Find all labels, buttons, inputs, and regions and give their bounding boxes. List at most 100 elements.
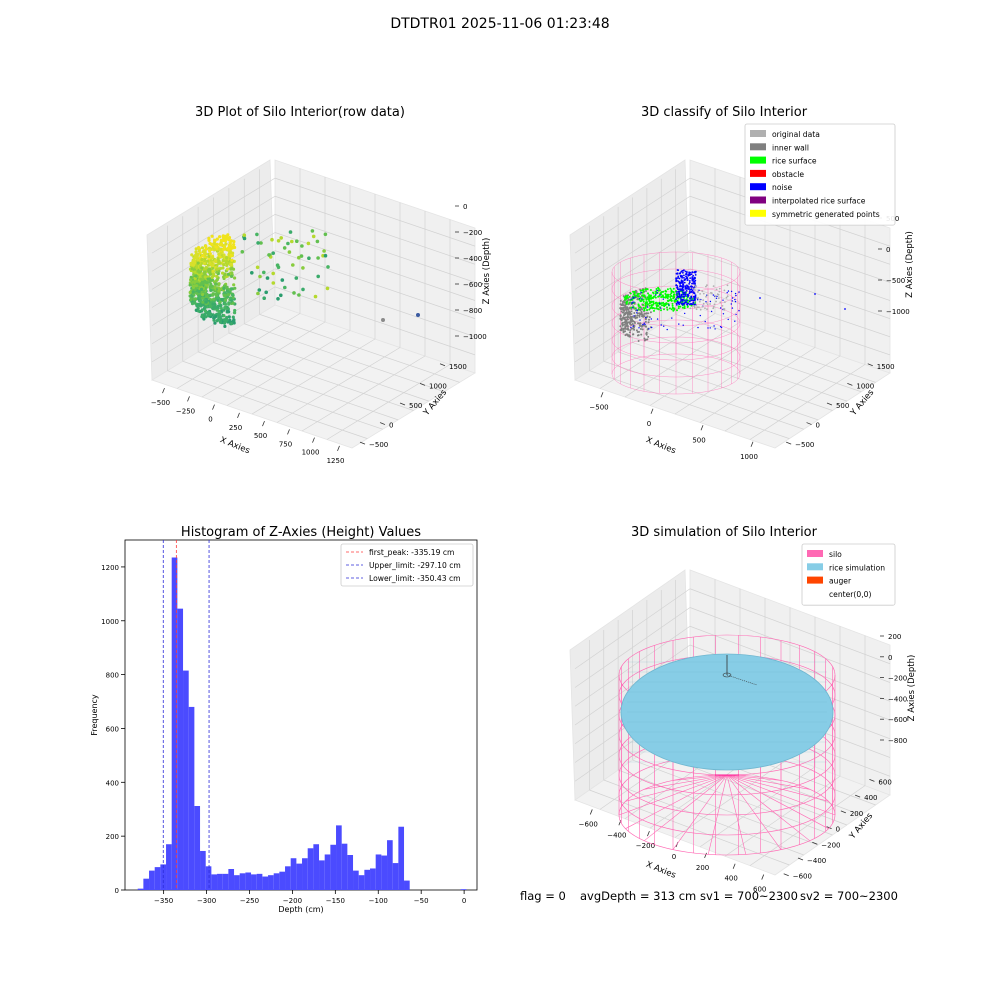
classify-noise-point — [683, 293, 686, 296]
classify-noise-point — [651, 326, 653, 329]
raw-point — [204, 302, 208, 306]
raw-grid-line — [274, 268, 476, 338]
classify-noise-point — [694, 299, 696, 302]
classify-inner-wall-point — [623, 323, 626, 326]
raw-point — [199, 258, 203, 262]
classify-inner-wall-point — [621, 302, 624, 305]
classify-noise-point — [688, 280, 691, 282]
raw-point — [192, 281, 196, 285]
raw-point — [217, 315, 221, 319]
raw-point — [190, 282, 194, 286]
classify-rice-surface-point — [672, 287, 675, 290]
raw-point — [197, 289, 201, 293]
raw-point — [219, 317, 223, 321]
raw-point — [207, 268, 211, 272]
classify-noise-point — [716, 295, 718, 298]
raw-point — [190, 286, 194, 290]
raw-point — [222, 321, 227, 325]
raw-point — [206, 296, 210, 300]
raw-point — [213, 238, 217, 242]
classify-rice-surface-point — [664, 290, 667, 293]
classify-original-point — [715, 300, 717, 303]
classify-original-point — [693, 305, 696, 308]
classify-left-pane — [569, 159, 691, 381]
classify-rice-surface-point — [676, 292, 679, 295]
classify-rice-surface-point — [659, 293, 662, 295]
raw-y-tick — [419, 382, 426, 386]
classify-rice-surface-point — [680, 296, 683, 299]
classify-noise-point — [682, 283, 684, 286]
raw-point — [191, 263, 195, 267]
raw-point — [213, 289, 217, 293]
raw-point — [197, 293, 201, 297]
raw-point — [203, 292, 207, 296]
classify-rice-surface-point — [683, 299, 686, 302]
sim-left-pane — [569, 569, 691, 801]
raw-point — [226, 292, 230, 297]
raw-point — [225, 236, 229, 240]
classify-noise-point — [645, 316, 647, 319]
classify-rice-surface-point — [680, 289, 683, 292]
classify-inner-wall-point — [631, 302, 634, 305]
classify-rice-surface-point — [655, 301, 658, 304]
classify-inner-wall-point — [625, 309, 628, 311]
classify-noise-point — [700, 298, 702, 301]
raw-point — [198, 278, 202, 282]
classify-rice-surface-point — [679, 298, 682, 300]
classify-noise-point — [685, 273, 687, 276]
classify-noise-point — [719, 326, 722, 328]
classify-noise-point — [680, 281, 683, 283]
raw-point — [232, 297, 236, 301]
raw-point — [202, 306, 207, 310]
raw-point — [216, 287, 220, 291]
classify-noise-point — [681, 298, 684, 301]
classify-noise-point — [676, 295, 679, 297]
classify-noise-point — [639, 319, 641, 321]
classify-inner-wall-point — [624, 320, 627, 323]
classify-rice-surface-point — [657, 295, 660, 298]
raw-grid-line — [167, 370, 368, 439]
raw-grid-line — [301, 355, 426, 432]
raw-point — [208, 261, 212, 266]
raw-point — [189, 278, 193, 282]
classify-inner-wall-point — [640, 310, 643, 313]
raw-point — [204, 270, 208, 274]
raw-point — [198, 251, 202, 255]
raw-point — [220, 321, 224, 325]
classify-noise-point — [678, 281, 681, 284]
raw-point — [291, 263, 295, 267]
classify-inner-wall-point — [627, 308, 629, 311]
classify-inner-wall-point — [629, 317, 632, 320]
classify-original-point — [721, 305, 724, 307]
classify-noise-point — [693, 297, 696, 300]
raw-point — [208, 249, 212, 253]
classify-rice-surface-point — [681, 300, 684, 303]
classify-inner-wall-point — [622, 328, 625, 331]
raw-point — [259, 241, 263, 245]
classify-inner-wall-point — [636, 316, 639, 319]
raw-point — [222, 253, 226, 257]
classify-noise-point — [659, 294, 661, 296]
classify-original-point — [698, 306, 700, 309]
classify-inner-wall-point — [640, 312, 642, 315]
classify-noise-point — [693, 280, 696, 283]
raw-point — [230, 292, 235, 296]
classify-inner-wall-point — [640, 307, 643, 309]
raw-point — [222, 247, 226, 251]
raw-point — [198, 280, 203, 284]
sim-grid-line — [689, 663, 891, 740]
sim-z-tick-label: 200 — [888, 633, 901, 641]
raw-point — [222, 302, 226, 306]
raw-point — [193, 274, 197, 278]
raw-point — [194, 280, 198, 284]
classify-noise-point — [677, 280, 680, 283]
raw-point — [191, 292, 195, 296]
classify-rice-surface-point — [662, 296, 665, 299]
classify-noise-point — [656, 289, 658, 292]
raw-point — [207, 299, 211, 303]
classify-inner-wall-point — [625, 311, 627, 314]
raw-point — [211, 278, 215, 282]
classify-rice-surface-point — [688, 299, 691, 302]
raw-point — [215, 312, 219, 316]
classify-rice-surface-point — [645, 288, 648, 291]
